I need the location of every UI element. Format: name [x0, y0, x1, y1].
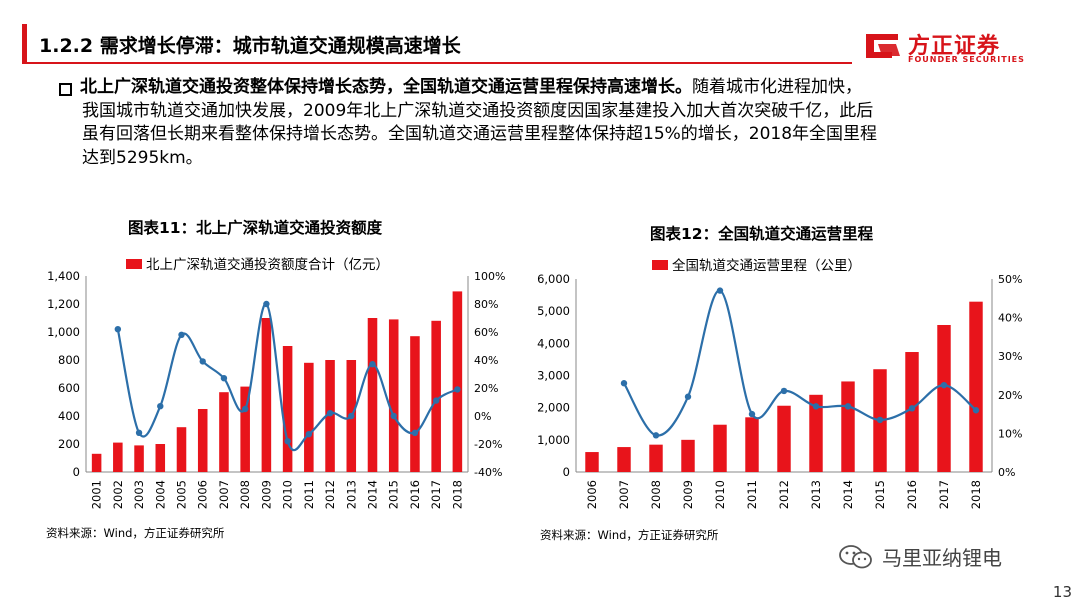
page-header: 1.2.2 需求增长停滞：城市轨道交通规模高速增长 方正证券 FOUNDER S… [0, 0, 1080, 68]
chart2-source: 资料来源：Wind，方正证券研究所 [540, 528, 719, 542]
chart1-growth-point [178, 331, 185, 338]
chart1-ytick-label: 400 [58, 409, 80, 423]
chart1-xtick-label: 2013 [344, 480, 358, 509]
chart1-bar [240, 386, 250, 472]
chart1-xtick-label: 2008 [238, 480, 252, 509]
chart1-growth-point [390, 412, 397, 420]
chart1-xtick-label: 2010 [281, 480, 295, 509]
chart1-growth-point [369, 361, 376, 368]
summary-line1: 随着城市化进程加快， [692, 77, 862, 97]
chart1-xtick-label: 2004 [153, 480, 167, 509]
chart1-bar [410, 336, 420, 472]
chart1-ytick-label: 1,200 [47, 297, 80, 311]
chart1-y2tick-label: 80% [474, 298, 498, 311]
chart1-growth-point [326, 410, 334, 417]
chart1-ytick-label: 200 [58, 437, 80, 451]
chart1-growth-point [135, 429, 143, 436]
chart1-xtick-label: 2003 [132, 480, 146, 509]
chart1-y2tick-label: -20% [474, 438, 502, 451]
chart1-bar [219, 392, 229, 472]
chart1-legend-label: 北上广深轨道交通投资额度合计（亿元） [146, 256, 389, 273]
chart1-xtick-label: 2017 [429, 480, 443, 509]
logo-text-en: FOUNDER SECURITIES [908, 55, 1025, 64]
chart1-bar [304, 362, 314, 472]
chart1-xtick-label: 2006 [196, 480, 210, 509]
chart1-ytick-label: 1,400 [47, 269, 80, 283]
chart2-title: 图表12：全国轨道交通运营里程 [650, 225, 874, 243]
chart1-bar [197, 409, 208, 472]
summary-line3: 虽有回落但长期来看整体保持增长态势。全国轨道交通运营里程整体保持超15%的增长，… [82, 124, 878, 144]
chart1-growth-point [411, 429, 419, 436]
title-bar: 1.2.2 需求增长停滞：城市轨道交通规模高速增长 [22, 24, 857, 62]
chart1-ytick-label: 1,000 [47, 325, 80, 339]
logo-text-cn: 方正证券 [908, 34, 1001, 59]
bullet-square-icon [59, 83, 72, 96]
summary-line4: 达到5295km。 [82, 147, 203, 168]
founder-logo-icon [866, 34, 900, 58]
company-logo: 方正证券 FOUNDER SECURITIES [862, 28, 1062, 68]
chart1-xtick-label: 2016 [408, 480, 422, 509]
chart1-bar [155, 444, 166, 472]
chart1-ytick-label: 0 [73, 465, 80, 479]
chart1-growth-point [454, 386, 461, 393]
watermark-text: 马里亚纳锂电 [882, 546, 1002, 570]
chart1-y2tick-label: 40% [474, 354, 498, 367]
chart1-growth-point [284, 438, 291, 445]
chart1-bar [388, 319, 399, 472]
chart1-growth-point [199, 358, 206, 365]
chart1-growth-point [241, 405, 249, 413]
summary-line2: 我国城市轨道交通加快发展，2009年北上广深轨道交通投资额度因国家基建投入加大首… [82, 100, 874, 121]
chart1-ytick-label: 800 [58, 353, 80, 367]
chart1-growth-point [305, 431, 313, 438]
chart1-growth-point [432, 397, 440, 404]
summary-bold: 北上广深轨道交通投资整体保持增长态势，全国轨道交通运营里程保持高速增长。 [80, 77, 692, 97]
wechat-icon [839, 545, 872, 569]
chart1-xtick-label: 2002 [111, 480, 125, 509]
chart1-xtick-label: 2011 [302, 480, 316, 509]
chart1-bar [134, 445, 144, 472]
page-title: 1.2.2 需求增长停滞：城市轨道交通规模高速增长 [39, 35, 461, 57]
chart1-y2tick-label: 60% [474, 326, 498, 339]
chart1-growth-point [263, 300, 270, 308]
chart1-growth-point [114, 326, 122, 333]
chart1-y2tick-label: -40% [474, 466, 502, 479]
chart1-xtick-label: 2015 [387, 480, 401, 509]
chart1-bar [282, 346, 293, 472]
title-divider [22, 62, 852, 64]
chart1-bar [452, 291, 463, 472]
chart1-bar [113, 442, 123, 472]
chart1-y2tick-label: 100% [474, 270, 505, 283]
page-number: 13 [1052, 583, 1072, 601]
chart1-title: 图表11：北上广深轨道交通投资额度 [128, 219, 383, 237]
chart1-y2tick-label: 20% [474, 382, 498, 395]
chart1-source: 资料来源：Wind，方正证券研究所 [46, 526, 225, 540]
chart1-bar [91, 453, 102, 472]
chart1-xtick-label: 2012 [323, 480, 337, 509]
chart1-ytick-label: 600 [58, 381, 80, 395]
chart1-xtick-label: 2007 [217, 480, 231, 509]
chart1-y2tick-label: 0% [474, 410, 491, 423]
chart1-legend-swatch [126, 259, 142, 269]
chart1-growth-point [220, 375, 228, 382]
chart1-growth-point [348, 412, 355, 420]
chart1-xtick-label: 2018 [450, 480, 464, 509]
chart1-xtick-label: 2014 [366, 480, 380, 509]
chart1-xtick-label: 2005 [175, 480, 189, 509]
chart1-bar [261, 318, 272, 472]
chart1-xtick-label: 2001 [90, 480, 104, 509]
chart1-bar [176, 427, 187, 472]
chart1-bar [431, 320, 441, 472]
chart1-growth-point [157, 403, 164, 410]
chart1-xtick-label: 2009 [259, 480, 273, 509]
chart1-bar [367, 318, 378, 472]
summary-paragraph: 北上广深轨道交通投资整体保持增长态势，全国轨道交通运营里程保持高速增长。随着城市… [59, 76, 1045, 170]
